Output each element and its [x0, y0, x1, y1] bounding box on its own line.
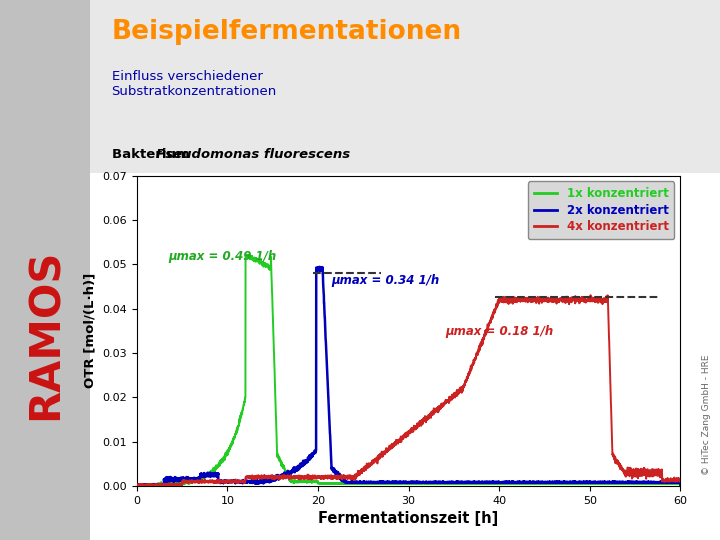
Text: μmax = 0.34 1/h: μmax = 0.34 1/h: [332, 274, 440, 287]
Text: RAMOS: RAMOS: [24, 249, 66, 421]
Y-axis label: OTR [mol/(L·h)]: OTR [mol/(L·h)]: [84, 273, 96, 388]
Legend: 1x konzentriert, 2x konzentriert, 4x konzentriert: 1x konzentriert, 2x konzentriert, 4x kon…: [528, 181, 675, 239]
Text: Einfluss verschiedener
Substratkonzentrationen: Einfluss verschiedener Substratkonzentra…: [112, 70, 277, 98]
Text: Bakterium: Bakterium: [112, 148, 194, 161]
Text: μmax = 0.18 1/h: μmax = 0.18 1/h: [445, 325, 553, 338]
Text: Pseudomonas fluorescens: Pseudomonas fluorescens: [156, 148, 351, 161]
Text: μmax = 0.49 1/h: μmax = 0.49 1/h: [168, 250, 276, 263]
X-axis label: Fermentationszeit [h]: Fermentationszeit [h]: [318, 511, 499, 526]
Text: Beispielfermentationen: Beispielfermentationen: [112, 19, 462, 45]
Text: © HiTec Zang GmbH - HRE: © HiTec Zang GmbH - HRE: [703, 355, 711, 475]
